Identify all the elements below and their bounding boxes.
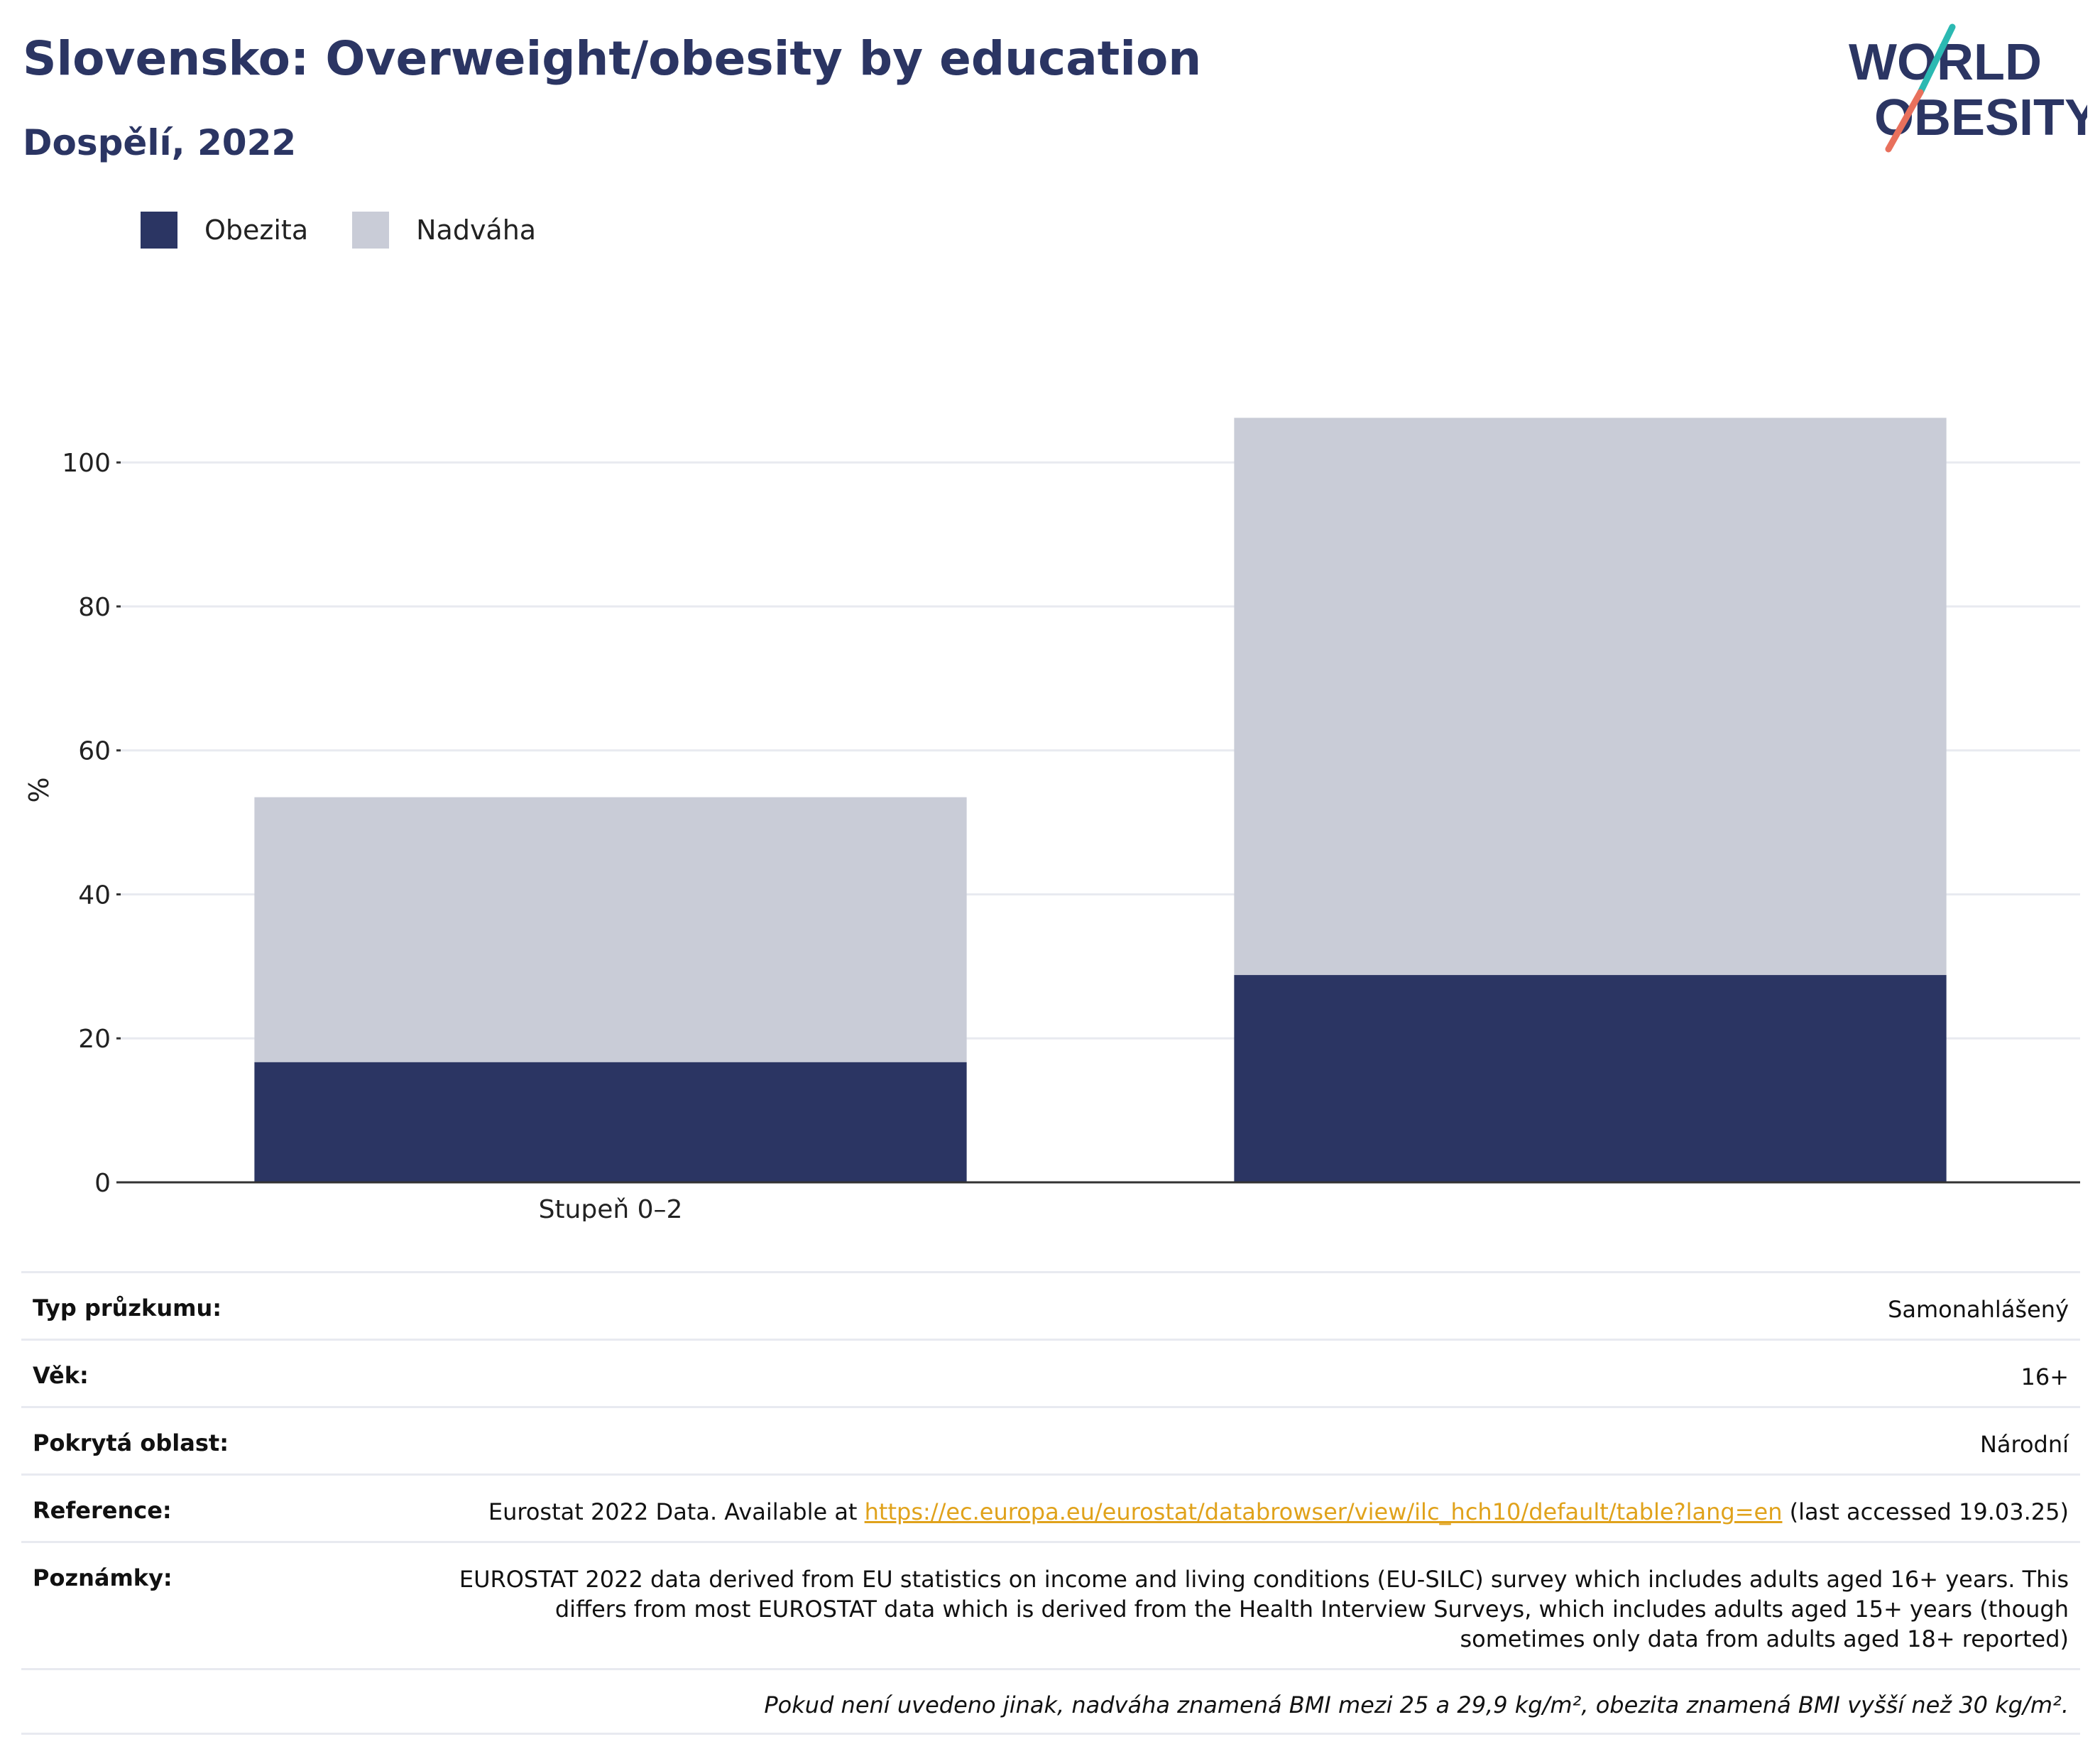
world-obesity-logo: WORLD OBESITY bbox=[1846, 21, 2099, 156]
legend-label-obesity: Obezita bbox=[204, 214, 309, 246]
axis-labels: 0 20 40 60 80 100 Stupeň 0–2% bbox=[23, 449, 683, 1224]
meta-key-notes: Poznámky: bbox=[33, 1564, 173, 1591]
meta-key-age: Věk: bbox=[33, 1362, 89, 1389]
chart-legend: Obezita Nadváha bbox=[141, 210, 580, 250]
bar-obesity-0[interactable] bbox=[254, 1062, 967, 1182]
meta-val-reference: Eurostat 2022 Data. Available at https:/… bbox=[488, 1497, 2069, 1527]
metadata-table: Typ průzkumu: Samonahlášený Věk: 16+ Pok… bbox=[21, 1271, 2080, 1735]
legend-label-overweight: Nadváha bbox=[416, 214, 537, 246]
y-tick-label: 0 bbox=[94, 1169, 111, 1198]
bar-obesity-1[interactable] bbox=[1234, 975, 1947, 1182]
page-title: Slovensko: Overweight/obesity by educati… bbox=[23, 31, 1202, 86]
meta-val-age: 16+ bbox=[2020, 1363, 2069, 1390]
logo-line2: OBESITY bbox=[1874, 89, 2087, 146]
y-tick-label: 60 bbox=[78, 737, 111, 766]
logo-slash-teal bbox=[1917, 23, 1956, 96]
y-tick-label: 80 bbox=[78, 593, 111, 622]
bar-overweight-1[interactable] bbox=[1234, 418, 1947, 976]
meta-row-notes: Poznámky: EUROSTAT 2022 data derived fro… bbox=[21, 1543, 2080, 1670]
y-tick-label: 100 bbox=[62, 449, 111, 478]
x-tick-label: Stupeň 0–2 bbox=[539, 1195, 683, 1221]
logo-slash-coral bbox=[1885, 89, 1924, 153]
meta-key-survey-type: Typ průzkumu: bbox=[33, 1295, 222, 1322]
meta-key-coverage: Pokrytá oblast: bbox=[33, 1429, 229, 1456]
reference-prefix: Eurostat 2022 Data. Available at bbox=[488, 1498, 865, 1525]
legend-item-overweight[interactable]: Nadváha bbox=[352, 212, 536, 249]
stacked-bar-chart: 0 20 40 60 80 100 Stupeň 0–2% bbox=[23, 418, 2080, 1224]
legend-swatch-overweight bbox=[352, 212, 390, 249]
reference-link[interactable]: https://ec.europa.eu/eurostat/databrowse… bbox=[864, 1498, 1783, 1525]
axes bbox=[116, 461, 2080, 1184]
bar-overweight-0[interactable] bbox=[254, 797, 967, 1062]
meta-val-survey-type: Samonahlášený bbox=[1888, 1296, 2069, 1323]
page-subtitle: Dospělí, 2022 bbox=[23, 122, 297, 163]
footnote: Pokud není uvedeno jinak, nadváha znamen… bbox=[764, 1691, 2069, 1718]
reference-suffix: (last accessed 19.03.25) bbox=[1782, 1498, 2069, 1525]
meta-row-coverage: Pokrytá oblast: Národní bbox=[21, 1408, 2080, 1476]
legend-item-obesity[interactable]: Obezita bbox=[141, 212, 308, 249]
meta-key-reference: Reference: bbox=[33, 1497, 172, 1524]
meta-row-footnote: Pokud není uvedeno jinak, nadváha znamen… bbox=[21, 1670, 2080, 1735]
chart-area: 0 20 40 60 80 100 Stupeň 0–2% bbox=[0, 369, 2100, 1224]
bars bbox=[254, 418, 1947, 1182]
meta-val-notes: EUROSTAT 2022 data derived from EU stati… bbox=[459, 1566, 2069, 1652]
y-tick-label: 20 bbox=[78, 1025, 111, 1054]
meta-row-survey-type: Typ průzkumu: Samonahlášený bbox=[21, 1273, 2080, 1341]
y-tick-label: 40 bbox=[78, 881, 111, 910]
meta-row-age: Věk: 16+ bbox=[21, 1341, 2080, 1408]
meta-row-reference: Reference: Eurostat 2022 Data. Available… bbox=[21, 1476, 2080, 1543]
meta-val-coverage: Národní bbox=[1979, 1431, 2069, 1458]
y-axis-title: % bbox=[23, 777, 55, 802]
legend-swatch-obesity bbox=[141, 212, 177, 249]
